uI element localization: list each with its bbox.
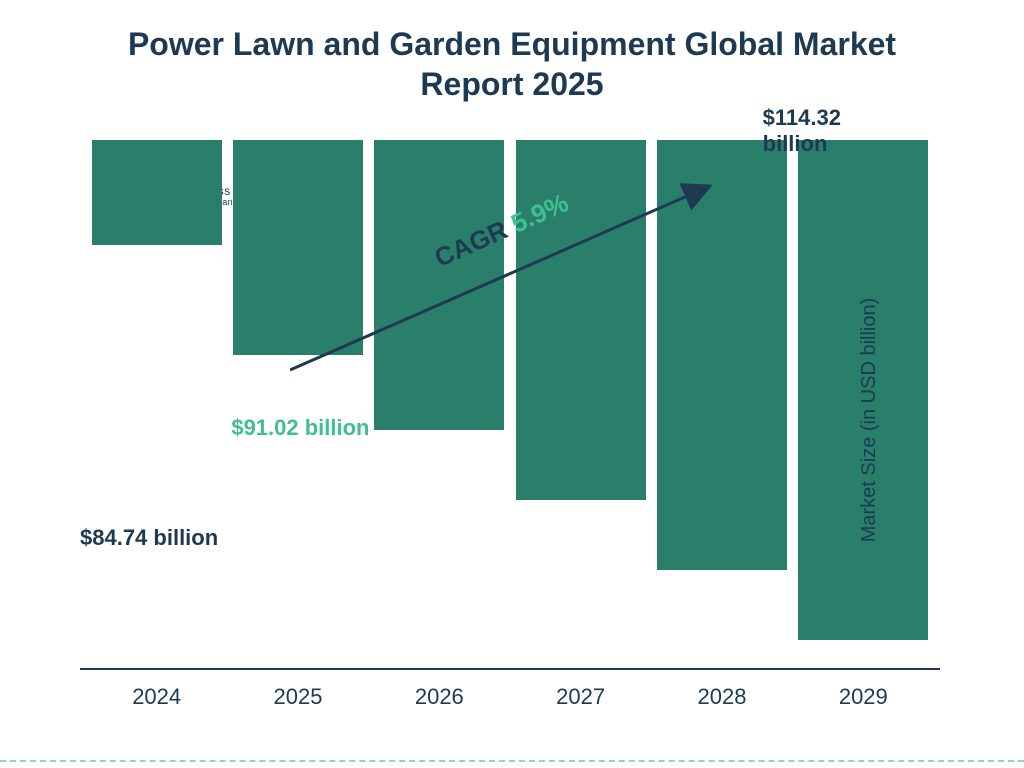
- chart-title: Power Lawn and Garden Equipment Global M…: [0, 0, 1024, 104]
- bar: [516, 140, 646, 500]
- bottom-divider: [0, 760, 1024, 762]
- x-tick-label: 2027: [510, 678, 651, 710]
- bar-column: $91.02 billion: [227, 140, 368, 668]
- bar-value-label: $114.32 billion: [763, 105, 903, 156]
- bar: [233, 140, 363, 355]
- bar: [92, 140, 222, 245]
- bar-value-label: $84.74 billion: [80, 525, 220, 550]
- bar-column: [651, 140, 792, 668]
- x-tick-label: 2028: [651, 678, 792, 710]
- x-tick-label: 2025: [227, 678, 368, 710]
- x-tick-label: 2024: [86, 678, 227, 710]
- y-axis-label: Market Size (in USD billion): [858, 298, 881, 543]
- bar: [657, 140, 787, 570]
- x-tick-label: 2026: [369, 678, 510, 710]
- bar-column: $84.74 billion: [86, 140, 227, 668]
- x-axis-labels: 202420252026202720282029: [80, 678, 940, 710]
- bar: [374, 140, 504, 430]
- bar-value-label: $91.02 billion: [231, 415, 371, 440]
- x-tick-label: 2029: [793, 678, 934, 710]
